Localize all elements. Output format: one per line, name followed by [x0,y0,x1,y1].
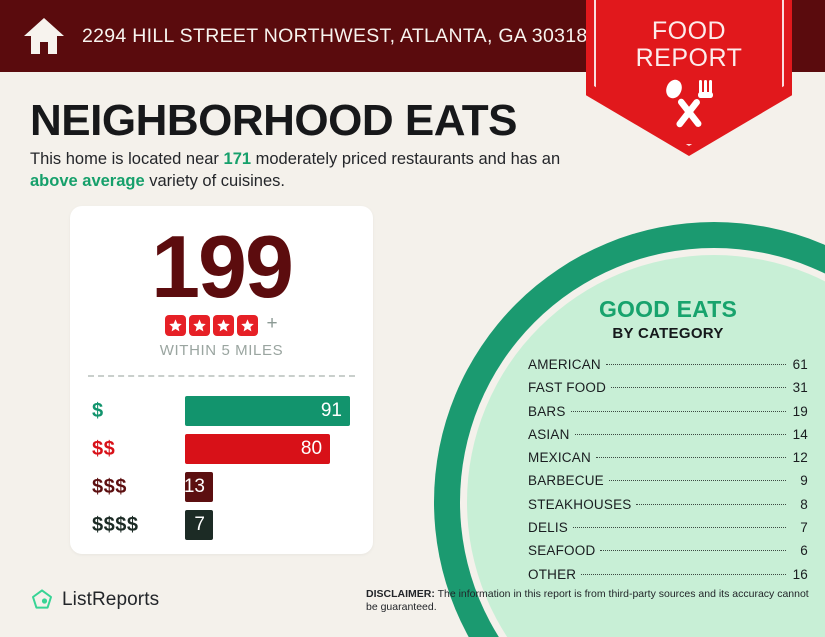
price-bar-row: $$$$ 7 [70,506,373,544]
good-eats-subtitle: BY CATEGORY [612,325,724,342]
good-eats-title: GOOD EATS [598,296,738,322]
subtitle-part-3: variety of cuisines. [144,172,285,190]
price-bar-fill: 13 [183,472,213,502]
stat-card: 199 + WITHIN 5 MILES $91 $$ 80 $$$ 13 $$$$ 7 [70,206,373,554]
star-icon [213,314,235,336]
category-row: STEAKHOUSES 8 [528,497,808,520]
category-value: 8 [800,496,808,512]
price-bar-value: 13 [183,476,205,497]
price-bar-track: 7 [185,506,373,544]
category-value: 12 [792,450,808,466]
price-bar-track: 80 [185,430,373,468]
within-radius-label: WITHIN 5 MILES [159,342,284,359]
price-bar-row: $91 [70,392,373,430]
restaurant-count: 199 [151,217,294,316]
price-bar-track: 91 [185,392,373,430]
category-row: OTHER 16 [528,567,808,590]
banner-title: FOOD REPORT [586,18,792,72]
category-value: 16 [792,566,808,582]
price-bar-row: $$ 80 [70,430,373,468]
category-name: AMERICAN [528,357,601,372]
price-bar-row: $$$ 13 [70,468,373,506]
category-value: 9 [800,473,808,489]
good-eats-list: AMERICAN 61 FAST FOOD 31 BARS 19 ASIAN 14 MEXICA… [528,357,808,590]
category-dot-leader [595,457,786,459]
price-level-bar-chart: $91 $$ 80 $$$ 13 $$$$ 7 [70,392,373,544]
category-name: STEAKHOUSES [528,496,632,512]
category-row: ASIAN 14 [528,427,808,450]
price-bar-fill: 91 [185,396,350,426]
price-bar-label: $$$ [92,475,127,498]
category-dot-leader [611,387,786,389]
disclaimer: DISCLAIMER: The information in this repo… [366,588,814,614]
price-bar-label: $$ [92,437,116,460]
category-name: SEAFOOD [528,543,596,559]
category-name: FAST FOOD [528,380,607,396]
food-report-banner: FOOD REPORT [586,0,792,156]
price-bar-value: 80 [300,438,323,459]
price-bar-track: 13 [183,468,373,506]
category-dot-leader [605,364,786,365]
subtitle-highlight-variety: above average [30,172,145,190]
price-bar-fill: 80 [185,434,331,464]
category-name: MEXICAN [528,450,591,466]
category-name: ASIAN [528,426,570,442]
price-bar-value: 7 [194,514,205,535]
star-rating: + [70,313,373,336]
subtitle-highlight-count: 171 [223,150,252,168]
page-subtitle: This home is located near 171 moderately… [30,148,590,192]
category-row: FAST FOOD 31 [528,380,808,403]
category-dot-leader [636,503,786,505]
star-icon [237,314,259,336]
category-dot-leader [600,550,786,552]
banner-title-line2: REPORT [635,44,743,72]
category-value: 31 [792,380,808,396]
star-icon [165,314,187,336]
star-icon [189,314,211,336]
category-name: BARBECUE [528,473,604,489]
category-dot-leader [570,410,786,412]
category-name: DELIS [528,520,569,536]
category-dot-leader [573,527,786,529]
category-dot-leader [608,480,786,482]
page-title: NEIGHBORHOOD EATS [30,96,517,145]
category-dot-leader [574,433,786,435]
category-row: AMERICAN 61 [528,357,808,380]
good-eats-panel: GOOD EATS BY CATEGORY AMERICAN 61 FAST FOO… [528,296,808,590]
listreports-pentagon-icon [32,589,52,609]
category-value: 19 [792,403,808,419]
listreports-logo[interactable]: ListReports [30,588,159,612]
card-divider [88,375,355,377]
category-row: BARS 19 [528,404,808,427]
header-address: 2294 HILL STREET NORTHWEST, ATLANTA, GA … [82,24,588,47]
category-name: OTHER [528,566,577,582]
category-value: 14 [792,426,808,442]
logo-text: ListReports [62,589,160,610]
price-bar-fill: 7 [185,510,213,540]
home-icon [24,18,64,54]
category-row: BARBECUE 9 [528,473,808,496]
category-row: DELIS 7 [528,520,808,543]
price-bar-label: $$$$ [92,513,139,536]
category-value: 7 [800,520,808,536]
category-value: 61 [792,357,808,372]
category-row: MEXICAN 12 [528,450,808,473]
category-name: BARS [528,403,566,419]
star-plus-label: + [266,313,278,334]
banner-title-line1: FOOD [651,17,727,45]
subtitle-part-1: This home is located near [30,150,224,168]
category-dot-leader [581,573,786,575]
subtitle-part-2: moderately priced restaurants and has an [251,150,561,168]
category-row: SEAFOOD 6 [528,543,808,566]
category-value: 6 [800,543,808,559]
price-bar-value: 91 [320,400,342,421]
price-bar-label: $ [92,399,104,422]
spoon-fork-icon [666,79,713,128]
disclaimer-label: DISCLAIMER: [366,588,435,600]
disclaimer-text: The information in this report is from t… [366,588,809,613]
